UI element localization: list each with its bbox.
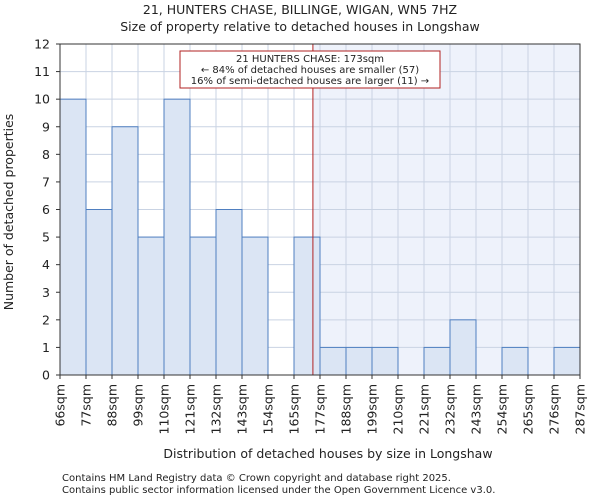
- bar: [163, 98, 191, 376]
- annotation-line-3: 16% of semi-detached houses are larger (…: [191, 76, 429, 87]
- x-tick-label: 88sqm: [105, 384, 120, 427]
- annotation-line-2: ← 84% of detached houses are smaller (57…: [201, 65, 419, 76]
- bar: [241, 236, 269, 376]
- y-tick-label: 10: [34, 92, 50, 107]
- x-tick-label: 165sqm: [287, 384, 302, 434]
- x-tick-label: 221sqm: [417, 384, 432, 434]
- footer-line-2: Contains public sector information licen…: [62, 485, 495, 496]
- y-tick-label: 2: [42, 312, 50, 327]
- x-tick-label: 265sqm: [521, 384, 536, 434]
- bar: [553, 346, 581, 376]
- x-tick-label: 188sqm: [339, 384, 354, 434]
- x-tick-label: 243sqm: [469, 384, 484, 434]
- bar: [371, 346, 399, 376]
- y-tick-label: 9: [42, 119, 50, 134]
- bar: [345, 346, 373, 376]
- y-tick-label: 6: [42, 202, 50, 217]
- x-axis-label: Distribution of detached houses by size …: [163, 446, 492, 461]
- y-axis-label: Number of detached properties: [1, 114, 16, 311]
- y-tick-label: 12: [34, 37, 50, 52]
- y-tick-label: 0: [42, 368, 50, 383]
- y-tick-label: 1: [42, 340, 50, 355]
- x-tick-label: 143sqm: [235, 384, 250, 434]
- bar: [319, 346, 347, 376]
- annotation-frame: [179, 50, 441, 89]
- y-tick-label: 3: [42, 285, 50, 300]
- x-tick-label: 254sqm: [495, 384, 510, 434]
- x-tick-label: 276sqm: [547, 384, 562, 434]
- chart-subtitle: Size of property relative to detached ho…: [120, 19, 479, 34]
- x-axis-ticks: 66sqm 77sqm 88sqm 99sqm 110sqm 121sqm 132sqm 14…: [53, 375, 588, 434]
- x-tick-label: 66sqm: [53, 384, 68, 427]
- annotation-box: 21 HUNTERS CHASE: 173sqm ← 84% of detach…: [179, 50, 441, 89]
- x-tick-label: 287sqm: [573, 384, 588, 434]
- chart-title: 21, HUNTERS CHASE, BILLINGE, WIGAN, WN5 …: [143, 2, 457, 17]
- x-tick-label: 110sqm: [157, 384, 172, 434]
- y-tick-label: 5: [42, 230, 50, 245]
- x-tick-label: 132sqm: [209, 384, 224, 434]
- bar: [501, 346, 529, 376]
- x-tick-label: 177sqm: [313, 384, 328, 434]
- bar: [111, 126, 139, 376]
- x-tick-label: 232sqm: [443, 384, 458, 434]
- bar: [449, 319, 477, 376]
- bar: [215, 209, 243, 376]
- x-tick-label: 210sqm: [391, 384, 406, 434]
- annotation-line-1: 21 HUNTERS CHASE: 173sqm: [236, 54, 384, 65]
- y-tick-label: 7: [42, 174, 50, 189]
- bar: [137, 236, 165, 376]
- bar: [293, 236, 321, 376]
- footer-line-1: Contains HM Land Registry data © Crown c…: [62, 473, 451, 484]
- bar: [189, 236, 217, 376]
- y-tick-label: 4: [42, 257, 50, 272]
- bar: [85, 209, 113, 376]
- x-tick-label: 77sqm: [79, 384, 94, 427]
- x-tick-label: 154sqm: [261, 384, 276, 434]
- bar: [59, 98, 87, 376]
- x-tick-label: 99sqm: [131, 384, 146, 427]
- bars: [59, 98, 581, 376]
- y-tick-label: 11: [34, 64, 50, 79]
- y-tick-label: 8: [42, 147, 50, 162]
- bar: [423, 346, 451, 376]
- x-tick-label: 199sqm: [365, 384, 380, 434]
- x-tick-label: 121sqm: [183, 384, 198, 434]
